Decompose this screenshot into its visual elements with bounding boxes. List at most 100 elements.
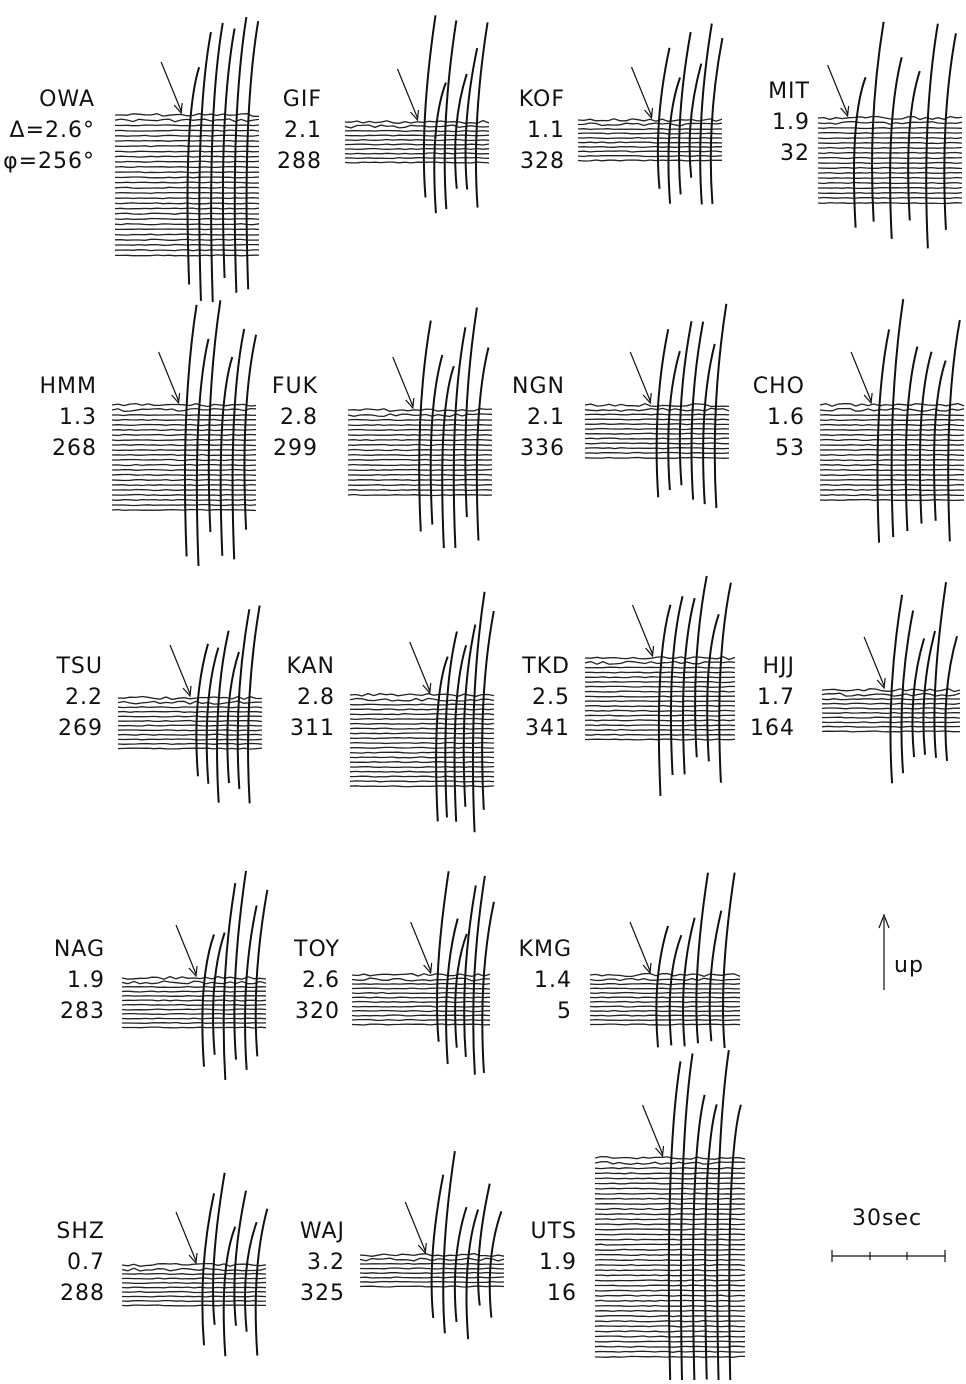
seismogram xyxy=(122,871,267,1080)
onset-arrow xyxy=(393,357,414,408)
wiggle xyxy=(419,321,431,532)
wiggle xyxy=(877,329,889,542)
station-azimuth: 328 xyxy=(520,149,565,174)
station-name: KOF xyxy=(519,87,565,112)
station: TSU2.2269 xyxy=(55,606,262,804)
trace-line xyxy=(115,161,259,162)
trace-line xyxy=(352,997,490,998)
trace-line xyxy=(118,711,262,712)
trace-line xyxy=(115,156,259,157)
trace-line xyxy=(352,978,490,981)
station-azimuth: 268 xyxy=(52,436,97,461)
trace-line xyxy=(595,1249,745,1250)
wiggle xyxy=(926,24,938,249)
wiggle xyxy=(671,596,683,775)
trace-line xyxy=(352,1006,490,1007)
station-distance: 0.7 xyxy=(67,1250,105,1275)
wiggle xyxy=(445,20,457,209)
station-distance: 2.6 xyxy=(302,968,340,993)
onset-arrow xyxy=(405,1202,426,1253)
station-name: HJJ xyxy=(762,654,795,679)
trace-line xyxy=(122,977,266,980)
trace-line xyxy=(595,1275,745,1276)
trace-line xyxy=(590,1011,740,1012)
trace-line xyxy=(350,704,494,705)
trace-line xyxy=(118,697,262,700)
onset-arrow xyxy=(176,925,197,976)
station-name: UTS xyxy=(530,1219,577,1244)
onset-arrow xyxy=(633,605,654,656)
wiggle xyxy=(478,1184,490,1306)
station-name: KMG xyxy=(519,937,572,962)
wiggle xyxy=(683,598,695,774)
station-distance: 1.9 xyxy=(539,1250,577,1275)
trace-line xyxy=(115,130,259,131)
trace-line xyxy=(352,974,490,977)
seismogram xyxy=(585,304,729,508)
trace-line xyxy=(112,455,256,456)
trace-line xyxy=(595,1157,745,1160)
station: HMM1.3268 xyxy=(39,300,256,566)
trace-line xyxy=(595,1306,745,1307)
station-name: OWA xyxy=(39,87,95,112)
trace-line xyxy=(118,707,262,708)
trace-line xyxy=(352,1011,490,1012)
station-distance: Δ=2.6° xyxy=(10,118,95,143)
station-name: TSU xyxy=(55,654,103,679)
wiggle xyxy=(256,890,268,1056)
trace-line xyxy=(595,1280,745,1281)
station-name: WAJ xyxy=(300,1219,345,1244)
onset-arrow xyxy=(398,69,419,120)
station-azimuth: 320 xyxy=(295,999,340,1024)
trace-line xyxy=(350,719,494,720)
trace-line xyxy=(118,716,262,717)
trace-line xyxy=(122,996,266,997)
wiggle xyxy=(923,631,935,755)
onset-arrow xyxy=(864,637,885,688)
trace-line xyxy=(585,715,735,716)
trace-line xyxy=(112,450,256,451)
seismogram xyxy=(122,1173,267,1356)
wiggle xyxy=(683,918,695,1047)
station-distance: 2.1 xyxy=(284,118,322,143)
wiggle xyxy=(705,1104,717,1379)
station-distance: 3.2 xyxy=(307,1250,345,1275)
trace-line xyxy=(112,510,256,511)
trace-line xyxy=(350,714,494,715)
trace-line xyxy=(118,748,262,749)
station: OWAΔ=2.6°φ=256° xyxy=(3,17,259,302)
station-distance: 2.8 xyxy=(280,405,318,430)
onset-arrow xyxy=(643,1105,664,1156)
station-name: SHZ xyxy=(56,1219,105,1244)
trace-line xyxy=(115,250,259,251)
trace-line xyxy=(595,1290,745,1291)
station-azimuth: 32 xyxy=(780,141,810,166)
trace-line xyxy=(350,694,494,697)
station-name: CHO xyxy=(753,374,805,399)
station-azimuth: 341 xyxy=(525,716,570,741)
seismogram xyxy=(345,15,489,213)
station-distance: 1.4 xyxy=(534,968,572,993)
station-azimuth: 16 xyxy=(547,1281,577,1306)
onset-arrow xyxy=(176,1212,197,1263)
trace-line xyxy=(595,1295,745,1296)
station-name: GIF xyxy=(283,87,322,112)
trace-line xyxy=(585,661,735,664)
trace-line xyxy=(818,122,962,125)
trace-line xyxy=(345,131,489,132)
station-name: NGN xyxy=(512,374,565,399)
station-azimuth: 325 xyxy=(300,1281,345,1306)
wiggle xyxy=(482,902,494,1073)
scale-label: 30sec xyxy=(852,1206,922,1231)
wiggle xyxy=(670,935,682,1045)
station: SHZ 0.7 288 xyxy=(56,1173,267,1356)
trace-line xyxy=(585,734,735,735)
wiggle xyxy=(477,347,489,540)
trace-line xyxy=(818,138,962,139)
station-azimuth: 288 xyxy=(60,1281,105,1306)
wiggle xyxy=(892,299,904,537)
